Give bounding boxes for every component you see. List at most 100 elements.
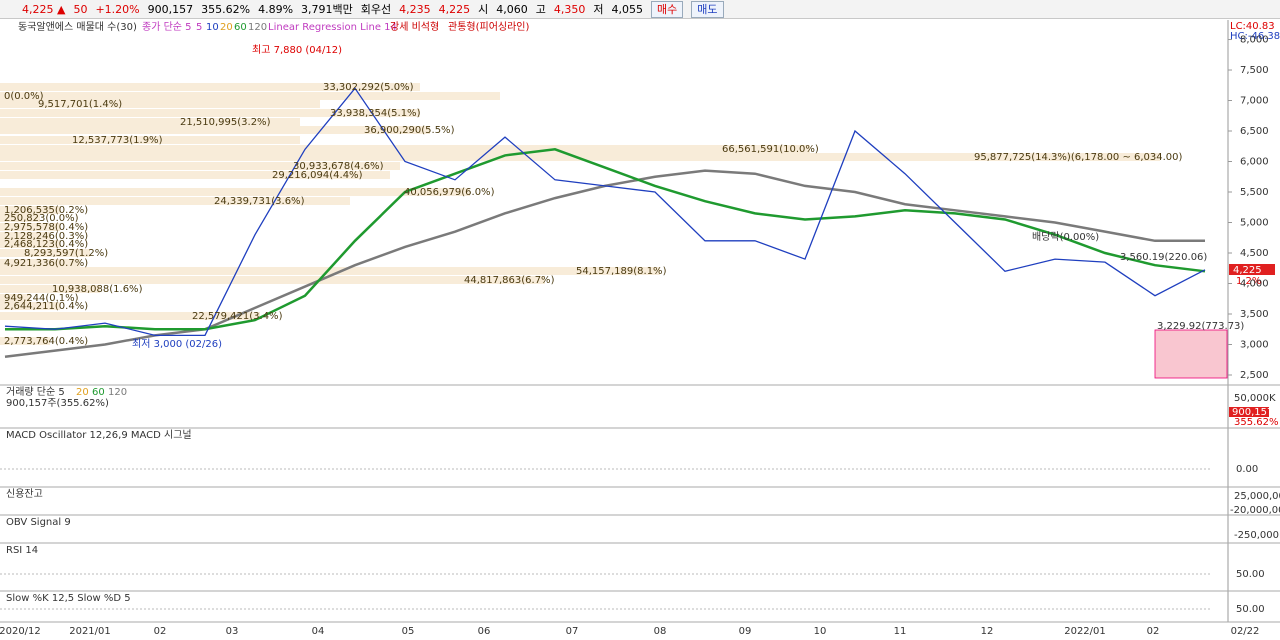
profile-label: 1,206,535(0.2%) [4, 205, 88, 216]
legend-ma: 종가 단순 5 [142, 21, 192, 33]
legend-ma10: 10 [206, 22, 219, 33]
change-pct: +1.20% [95, 2, 140, 16]
panel-volume-60: 60 [92, 387, 105, 398]
y-tick-label: 5,000 [1240, 218, 1269, 229]
profile-bar [0, 92, 500, 100]
profile-bar [0, 312, 260, 320]
profile-label: 29,216,094(4.4%) [272, 170, 363, 181]
axis-bg [1228, 20, 1280, 640]
x-tick-label: 11 [894, 626, 907, 637]
profile-label: 4,921,336(0.7%) [4, 258, 88, 269]
profile-bar [0, 136, 300, 144]
panel-volume: 거래량 단순 5 [6, 386, 65, 398]
x-tick-label: 2022/01 [1064, 626, 1106, 637]
profile-label: 33,938,354(5.1%) [330, 108, 421, 119]
x-tick-label: 07 [566, 626, 579, 637]
x-tick-label: 06 [478, 626, 491, 637]
panel-credit: 신용잔고 [6, 488, 43, 500]
open-label: 시 [478, 3, 489, 16]
legend-pattern2: 관통형(피어싱라인) [448, 21, 530, 33]
point-label: 3,560.19(220.06) [1120, 252, 1207, 263]
profile-bar [0, 171, 390, 179]
profile-label: 30,933,678(4.6%) [293, 161, 384, 172]
y-tick-label: 7,500 [1240, 65, 1269, 76]
panel-macd: MACD Oscillator 12,26,9 MACD 시그널 [6, 429, 192, 441]
profile-label: 2,644,211(0.4%) [4, 301, 88, 312]
x-tick-label: 2020/12 [0, 626, 41, 637]
x-tick-label: 08 [654, 626, 667, 637]
vol-now-box [1229, 407, 1269, 417]
profile-label: 10,938,088(1.6%) [52, 284, 143, 295]
x-tick-label: 12 [981, 626, 994, 637]
price-line [4, 87, 1206, 336]
panel-volume-20: 20 [76, 387, 89, 398]
y-tick-label: 2,500 [1240, 370, 1269, 381]
profile-label: 95,877,725(14.3%)(6,178.00 ~ 6,034.00) [974, 152, 1183, 163]
price-now-pct: 1.2% [1236, 276, 1261, 287]
profile-bar [0, 214, 40, 222]
profile-label: 40,056,979(6.0%) [404, 187, 495, 198]
profile-bar [0, 83, 420, 91]
profile-label: 9,517,701(1.4%) [38, 99, 122, 110]
toolbar: 4,225 ▲ 50 +1.20% 900,157 355.62% 4.89% … [0, 0, 1280, 19]
x-tick-label: 10 [814, 626, 827, 637]
profile-bar [0, 259, 80, 267]
profile-bar [0, 223, 60, 231]
buy-button[interactable]: 매수 [651, 0, 684, 18]
low-label: 최저 3,000 (02/26) [132, 338, 222, 350]
profile-label: 0(0.0%) [4, 91, 44, 102]
stock-label: 회우선 [360, 3, 392, 16]
change: 50 [73, 2, 88, 16]
volume: 900,157 [147, 2, 194, 16]
price-now-box [1229, 264, 1275, 275]
profile-label: 21,510,995(3.2%) [180, 117, 271, 128]
legend-profile: 동국알앤에스 매물대 수(30) [18, 21, 137, 33]
legend-ma20: 20 [220, 22, 233, 33]
high: 4,350 [553, 2, 586, 16]
profile-bar [0, 118, 300, 126]
profile-label: 44,817,863(6.7%) [464, 275, 555, 286]
profile-bar [0, 276, 545, 284]
y-tick-label: 4,500 [1240, 248, 1269, 259]
profile-label: 24,339,731(3.6%) [214, 196, 305, 207]
profile-label: 2,128,246(0.3%) [4, 231, 88, 242]
profile-label: 949,244(0.1%) [4, 293, 79, 304]
profile-bar [0, 188, 470, 196]
profile-bar [0, 206, 60, 214]
rsi-tick: 50.00 [1236, 569, 1265, 580]
profile-bar [0, 126, 430, 134]
dividend-label: 배당락(0.00%) [1032, 231, 1099, 243]
profile-label: 2,975,578(0.4%) [4, 222, 88, 233]
chart: 동국알앤에스 매물대 수(30) 종가 단순 5 5 10 20 60 120 … [0, 20, 1280, 640]
y-tick-label: 4,000 [1240, 279, 1269, 290]
low: 4,055 [611, 2, 644, 16]
y-tick-label: 5,500 [1240, 187, 1269, 198]
legend-pattern1: 강세 비석형 [390, 21, 439, 33]
sell-button[interactable]: 매도 [691, 0, 724, 18]
profile-bar [0, 285, 100, 293]
x-tick-label: 05 [402, 626, 415, 637]
corner-lc: LC:40.83 [1230, 21, 1275, 32]
x-tick-label: 02 [154, 626, 167, 637]
y-tick-label: 7,000 [1240, 96, 1269, 107]
profile-bar [0, 145, 810, 153]
profile-label: 250,823(0.0%) [4, 213, 79, 224]
box-label: 3,229.92(773.73) [1157, 321, 1244, 332]
profile-bar [0, 100, 320, 108]
profile-bar [0, 232, 50, 240]
vol-pct: 355.62% [1234, 417, 1279, 428]
profile-bar [0, 302, 60, 310]
volume-pct: 355.62% [201, 2, 251, 16]
target-box [1154, 329, 1228, 379]
macd-tick: 0.00 [1236, 464, 1258, 475]
profile-bar [0, 249, 90, 257]
vol-now: 900,157 [1232, 407, 1273, 418]
profile-label: 54,157,189(8.1%) [576, 266, 667, 277]
panel-volume-120: 120 [108, 387, 127, 398]
credit-tick-1: 25,000,000 [1234, 491, 1280, 502]
price-now: 4,225 [1233, 265, 1262, 276]
vol-tick: 50,000K [1234, 393, 1276, 404]
open: 4,060 [496, 2, 528, 16]
amount: 3,791백만 [301, 3, 353, 16]
y-tick-label: 6,000 [1240, 157, 1269, 168]
